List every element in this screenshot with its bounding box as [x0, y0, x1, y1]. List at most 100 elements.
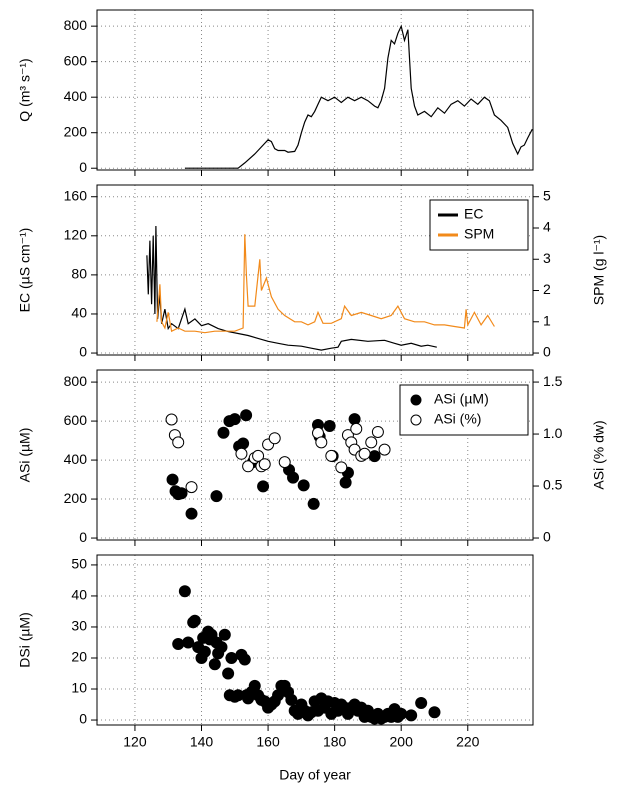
y-tick-label: 80: [71, 266, 87, 282]
data-point: [415, 696, 428, 709]
data-point: [278, 456, 291, 469]
y-tick-label: 20: [71, 649, 87, 665]
y-tick-label: 200: [64, 490, 88, 506]
y-axis-label: Q (m³ s⁻¹): [17, 58, 33, 121]
x-tick-label: 140: [190, 734, 214, 750]
data-line: [184, 24, 533, 169]
data-point: [428, 706, 441, 719]
y-tick-label: 0: [79, 529, 87, 545]
data-point: [228, 413, 241, 426]
data-point: [218, 628, 231, 641]
data-point: [185, 507, 198, 520]
panel: 0 200 400 600 800 Q (m³ s⁻¹): [17, 9, 534, 176]
legend-swatch: [410, 414, 422, 426]
y-tick-label: 50: [71, 556, 87, 572]
x-tick-label: 120: [123, 734, 147, 750]
data-point: [315, 436, 328, 449]
y-tick-label: 400: [64, 88, 88, 104]
y-tick-label: 200: [64, 123, 88, 139]
y2-axis-label: SPM (g l⁻¹): [591, 235, 607, 305]
y2-tick-label: 1.0: [543, 425, 563, 441]
legend: EC SPM: [429, 199, 529, 251]
y2-tick-label: 2: [543, 281, 551, 297]
data-point: [348, 413, 361, 426]
data-point: [188, 614, 201, 627]
y2-tick-label: 3: [543, 250, 551, 266]
data-point: [268, 432, 281, 445]
y-tick-label: 0: [79, 159, 87, 175]
panel: 120 140 160 180 200 220 0 10 20 30 40 50 DSi (µM) Day…: [17, 554, 534, 783]
data-point: [287, 471, 300, 484]
y-axis-label: DSi (µM): [17, 612, 33, 668]
plot-frame: [96, 554, 534, 726]
data-point: [323, 419, 336, 432]
legend-box: [399, 384, 529, 436]
data-point: [210, 490, 223, 503]
y2-tick-label: 0: [543, 529, 551, 545]
data-point: [297, 479, 310, 492]
data-point: [285, 693, 298, 706]
data-point: [325, 449, 338, 462]
y2-tick-label: 1: [543, 312, 551, 328]
data-point: [405, 709, 418, 722]
legend: ASi (µM) ASi (%): [399, 384, 529, 436]
y-tick-label: 400: [64, 451, 88, 467]
legend-label: ASi (%): [434, 411, 481, 427]
y2-tick-label: 5: [543, 187, 551, 203]
data-point: [165, 413, 178, 426]
x-tick-label: 200: [390, 734, 414, 750]
plot-area: [165, 409, 391, 520]
y-tick-label: 40: [71, 305, 87, 321]
y-axis-label: EC (µS cm⁻¹): [17, 228, 33, 313]
y2-axis-label: ASi (% dw): [591, 420, 607, 489]
data-line: [146, 225, 437, 351]
data-point: [339, 476, 352, 489]
y2-tick-label: 0: [543, 344, 551, 360]
y-axis-label: ASi (µM): [17, 428, 33, 483]
plot-area: [146, 225, 495, 351]
legend-label: SPM: [464, 226, 494, 242]
y-tick-label: 800: [64, 17, 88, 33]
y-tick-label: 120: [64, 227, 88, 243]
data-point: [350, 422, 363, 435]
y-tick-label: 40: [71, 587, 87, 603]
plot-frame: [96, 9, 534, 171]
legend-swatch: [410, 394, 422, 406]
data-point: [172, 436, 185, 449]
data-point: [172, 638, 185, 651]
plot-area: [184, 24, 533, 169]
data-point: [166, 473, 179, 486]
data-point: [242, 460, 255, 473]
y-tick-label: 10: [71, 680, 87, 696]
panel: 0 200 400 600 800 0 0.5 1.0 1.5 ASi (µM) ASi (% dw…: [17, 369, 607, 546]
x-axis-label: Day of year: [279, 767, 351, 783]
data-point: [222, 667, 235, 680]
data-point: [257, 480, 270, 493]
data-point: [208, 658, 221, 671]
data-line: [156, 234, 495, 334]
data-point: [182, 636, 195, 649]
data-point: [371, 425, 384, 438]
data-point: [235, 447, 248, 460]
y-tick-label: 30: [71, 618, 87, 634]
x-tick-label: 180: [323, 734, 347, 750]
legend-box: [429, 199, 529, 251]
legend-label: ASi (µM): [434, 391, 489, 407]
data-point: [368, 450, 381, 463]
y2-tick-label: 1.5: [543, 373, 563, 389]
data-point: [378, 443, 391, 456]
x-tick-label: 220: [456, 734, 480, 750]
y-tick-label: 600: [64, 412, 88, 428]
y-tick-label: 0: [79, 711, 87, 727]
panel: 0 40 80 120 160 0 1 2 3 4 5 EC (µS cm⁻¹) SPM (g l⁻¹)…: [17, 184, 607, 361]
data-point: [178, 585, 191, 598]
data-point: [238, 653, 251, 666]
y2-tick-label: 4: [543, 219, 551, 235]
data-point: [217, 426, 230, 439]
y-tick-label: 600: [64, 52, 88, 68]
y-tick-label: 160: [64, 187, 88, 203]
data-point: [237, 437, 250, 450]
legend-label: EC: [464, 206, 483, 222]
data-point: [258, 458, 271, 471]
